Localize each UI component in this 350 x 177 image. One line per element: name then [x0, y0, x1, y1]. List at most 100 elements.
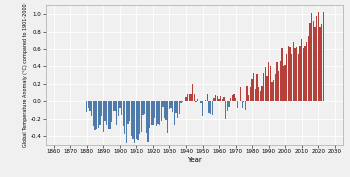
Bar	[194, 95, 195, 101]
Bar	[311, 13, 312, 101]
Bar	[197, 99, 198, 101]
Bar	[190, 94, 191, 101]
Bar	[129, 101, 131, 121]
Bar	[317, 12, 319, 101]
Bar	[154, 101, 155, 118]
Bar	[298, 54, 299, 101]
Bar	[142, 101, 144, 115]
Bar	[283, 67, 284, 101]
Y-axis label: Global Temperature Anomaly (°C) compared to 1901-2000: Global Temperature Anomaly (°C) compared…	[23, 3, 28, 147]
Bar	[314, 27, 316, 101]
Bar	[175, 101, 177, 113]
Bar	[113, 101, 114, 111]
Bar	[215, 95, 216, 101]
Bar	[131, 101, 132, 136]
Bar	[96, 101, 97, 129]
Bar	[278, 71, 279, 101]
Bar	[106, 101, 107, 125]
Bar	[223, 97, 225, 101]
Bar	[304, 45, 306, 101]
Bar	[288, 46, 289, 101]
Bar	[214, 98, 215, 101]
Bar	[316, 16, 317, 101]
Bar	[228, 101, 230, 107]
Bar	[260, 91, 261, 101]
Bar	[195, 101, 197, 102]
Bar	[192, 84, 193, 101]
Bar	[243, 101, 245, 102]
Bar	[138, 101, 139, 140]
Bar	[121, 101, 122, 115]
Bar	[263, 73, 264, 101]
Bar	[301, 39, 302, 101]
Bar	[303, 48, 304, 101]
Bar	[248, 95, 250, 101]
Bar	[276, 62, 278, 101]
Bar	[309, 23, 310, 101]
Bar	[166, 101, 167, 120]
Bar	[103, 101, 104, 132]
Bar	[237, 101, 238, 109]
Bar	[162, 101, 163, 107]
Bar	[170, 101, 172, 109]
Bar	[86, 101, 88, 112]
Bar	[98, 101, 99, 128]
Bar	[253, 73, 254, 101]
Bar	[114, 101, 116, 111]
Bar	[122, 101, 124, 126]
Bar	[149, 101, 150, 128]
Bar	[207, 95, 208, 101]
Bar	[177, 101, 178, 118]
Bar	[101, 101, 102, 116]
Bar	[144, 101, 145, 114]
Bar	[251, 79, 253, 101]
Bar	[202, 101, 203, 116]
Bar	[273, 81, 274, 101]
Bar	[167, 101, 168, 133]
Bar	[91, 101, 92, 116]
Bar	[241, 101, 243, 108]
Bar	[185, 97, 187, 101]
Bar	[139, 101, 140, 134]
Bar	[299, 45, 301, 101]
Bar	[232, 95, 233, 101]
Bar	[210, 101, 211, 114]
Bar	[220, 96, 221, 101]
Bar	[245, 101, 246, 110]
Bar	[280, 61, 281, 101]
Bar	[152, 101, 154, 125]
Bar	[308, 36, 309, 101]
Bar	[257, 74, 258, 101]
Bar	[200, 101, 202, 103]
Bar	[127, 101, 129, 124]
Bar	[157, 101, 159, 124]
Bar	[179, 101, 180, 114]
Bar	[159, 101, 160, 125]
Bar	[291, 54, 292, 101]
Bar	[161, 101, 162, 121]
Bar	[271, 82, 273, 101]
Bar	[169, 101, 170, 109]
Bar	[141, 101, 142, 132]
Bar	[155, 101, 157, 126]
Bar	[174, 101, 175, 125]
Bar	[286, 54, 287, 101]
Bar	[250, 87, 251, 101]
Bar	[296, 47, 297, 101]
Bar	[182, 101, 183, 102]
Bar	[222, 99, 223, 101]
Bar	[209, 101, 210, 113]
Bar	[261, 86, 262, 101]
Bar	[187, 95, 188, 101]
Bar	[99, 101, 101, 125]
Bar	[246, 86, 248, 101]
Bar	[255, 89, 256, 101]
Bar	[212, 101, 213, 115]
Bar	[116, 101, 117, 125]
Bar	[268, 62, 269, 101]
Bar	[266, 76, 268, 101]
Bar	[227, 101, 228, 111]
Bar	[240, 87, 241, 101]
Bar	[126, 101, 127, 142]
Bar	[88, 101, 89, 109]
